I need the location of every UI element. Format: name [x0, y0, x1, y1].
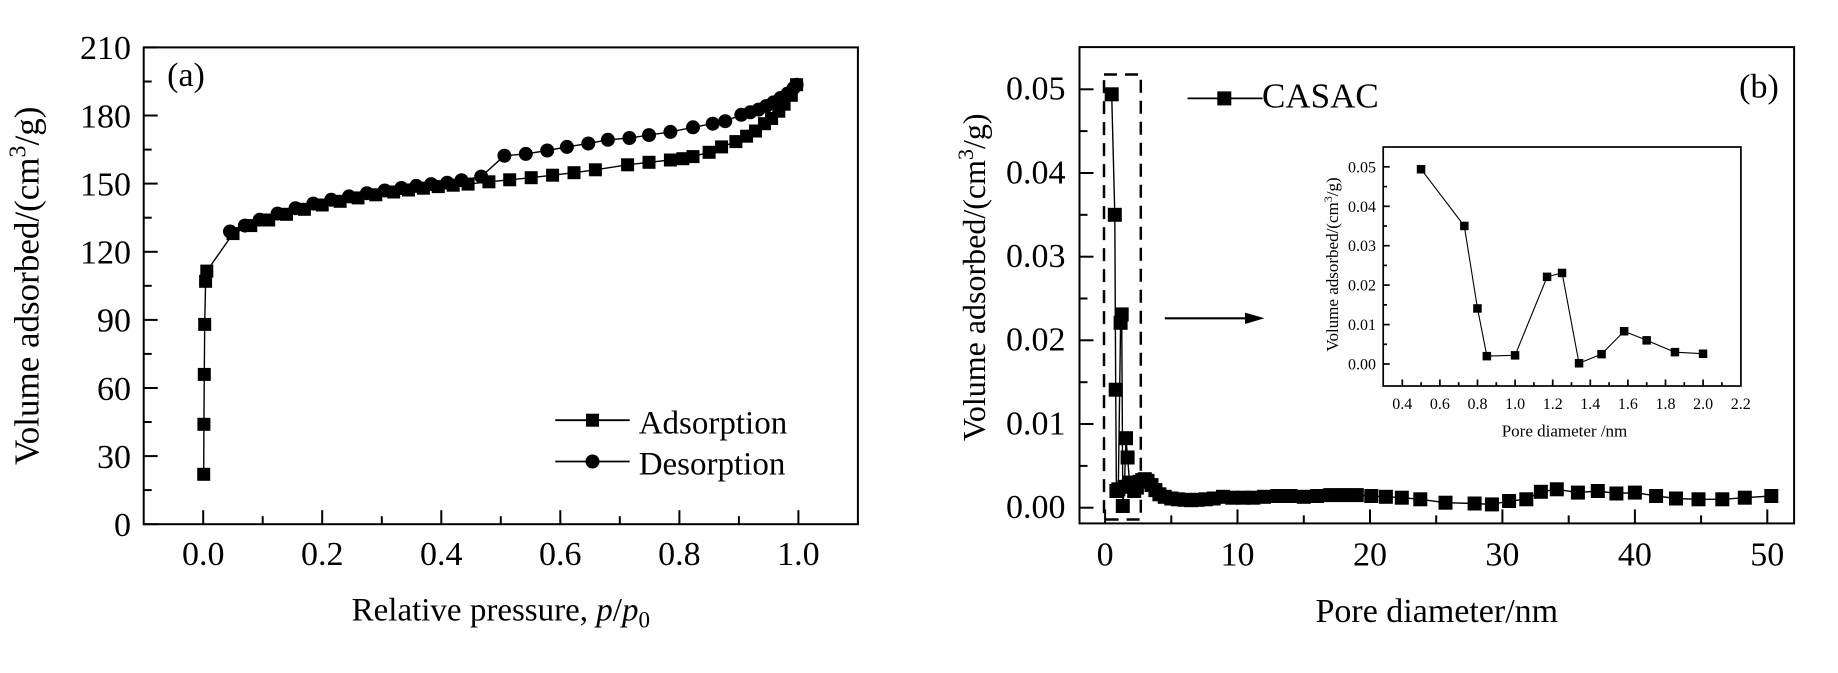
svg-text:CASAC: CASAC: [1262, 76, 1379, 115]
svg-text:Relative pressure, p/p0: Relative pressure, p/p0: [352, 592, 650, 632]
svg-text:0.02: 0.02: [1006, 322, 1066, 359]
svg-text:0.2: 0.2: [301, 536, 344, 573]
svg-text:30: 30: [1485, 536, 1519, 573]
svg-text:0.0: 0.0: [182, 536, 225, 573]
svg-text:20: 20: [1353, 536, 1387, 573]
svg-text:1.4: 1.4: [1580, 396, 1600, 413]
svg-text:0.4: 0.4: [1392, 396, 1412, 413]
svg-text:0.01: 0.01: [1006, 405, 1066, 442]
svg-text:0.6: 0.6: [539, 536, 582, 573]
svg-text:50: 50: [1750, 536, 1784, 573]
svg-text:0: 0: [1097, 536, 1114, 573]
svg-text:30: 30: [97, 439, 131, 476]
svg-text:0.02: 0.02: [1348, 278, 1376, 295]
svg-text:120: 120: [80, 235, 131, 272]
svg-text:1.2: 1.2: [1543, 396, 1563, 413]
svg-text:0.03: 0.03: [1006, 238, 1066, 275]
svg-text:0: 0: [114, 507, 131, 544]
svg-text:90: 90: [97, 303, 131, 340]
svg-text:(b): (b): [1739, 69, 1779, 106]
svg-text:0.6: 0.6: [1430, 396, 1450, 413]
svg-text:0.4: 0.4: [420, 536, 463, 573]
svg-text:Volume adsorbed/(cm3/g): Volume adsorbed/(cm3/g): [6, 107, 47, 465]
svg-text:0.8: 0.8: [1468, 396, 1488, 413]
svg-text:0.00: 0.00: [1348, 357, 1376, 374]
svg-text:Adsorption: Adsorption: [639, 405, 788, 441]
svg-text:(a): (a): [167, 57, 205, 94]
svg-text:10: 10: [1221, 536, 1255, 573]
svg-text:0.04: 0.04: [1006, 154, 1066, 191]
svg-text:1.6: 1.6: [1618, 396, 1638, 413]
svg-text:210: 210: [80, 30, 131, 67]
svg-text:180: 180: [80, 98, 131, 135]
svg-text:0.05: 0.05: [1348, 159, 1376, 176]
svg-text:0.03: 0.03: [1348, 238, 1376, 255]
svg-text:2.0: 2.0: [1693, 396, 1713, 413]
svg-text:Volume adsorbed/(cm3/g): Volume adsorbed/(cm3/g): [953, 113, 992, 441]
svg-text:Pore diameter/nm: Pore diameter/nm: [1315, 593, 1558, 630]
svg-text:150: 150: [80, 166, 131, 203]
svg-text:Volume adsorbed/(cm3/g): Volume adsorbed/(cm3/g): [1321, 177, 1342, 351]
svg-text:1.8: 1.8: [1656, 396, 1676, 413]
svg-text:Desorption: Desorption: [639, 447, 786, 483]
svg-text:0.01: 0.01: [1348, 317, 1376, 334]
svg-text:2.2: 2.2: [1731, 396, 1751, 413]
svg-text:0.04: 0.04: [1348, 199, 1376, 216]
svg-text:0.00: 0.00: [1006, 489, 1066, 526]
svg-text:1.0: 1.0: [777, 536, 820, 573]
svg-text:0.05: 0.05: [1006, 71, 1066, 108]
svg-text:0.8: 0.8: [658, 536, 701, 573]
svg-text:40: 40: [1618, 536, 1652, 573]
svg-text:Pore diameter /nm: Pore diameter /nm: [1502, 422, 1628, 441]
svg-text:60: 60: [97, 371, 131, 408]
svg-text:1.0: 1.0: [1505, 396, 1525, 413]
